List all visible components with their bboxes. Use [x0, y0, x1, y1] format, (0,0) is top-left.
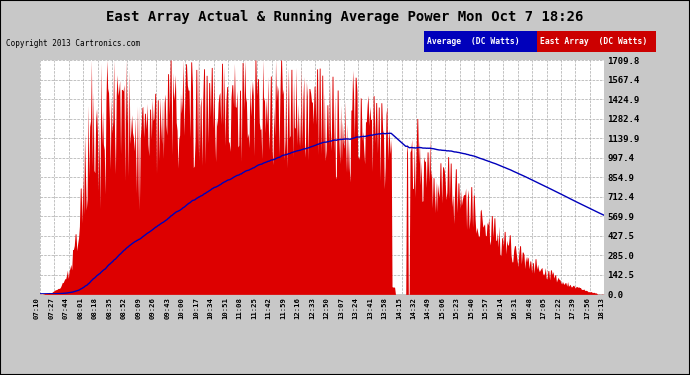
Text: 15:40: 15:40: [469, 297, 474, 319]
Text: 11:59: 11:59: [280, 297, 286, 319]
Text: 17:39: 17:39: [569, 297, 575, 319]
Text: 11:25: 11:25: [251, 297, 257, 319]
Text: 13:07: 13:07: [338, 297, 344, 319]
Text: 08:18: 08:18: [92, 297, 98, 319]
Text: 12:33: 12:33: [309, 297, 315, 319]
Text: 15:06: 15:06: [440, 297, 445, 319]
Text: 15:23: 15:23: [454, 297, 460, 319]
Text: 15:57: 15:57: [483, 297, 489, 319]
Text: 11:42: 11:42: [266, 297, 272, 319]
Text: 08:01: 08:01: [77, 297, 83, 319]
Text: 13:41: 13:41: [367, 297, 373, 319]
Text: 12:50: 12:50: [324, 297, 329, 319]
Text: 17:56: 17:56: [584, 297, 590, 319]
Text: 16:14: 16:14: [497, 297, 503, 319]
Text: East Array  (DC Watts): East Array (DC Watts): [540, 37, 647, 46]
Text: 18:13: 18:13: [598, 297, 604, 319]
Text: 08:35: 08:35: [106, 297, 112, 319]
Text: 09:09: 09:09: [135, 297, 141, 319]
Text: 08:52: 08:52: [121, 297, 127, 319]
Text: 07:10: 07:10: [34, 297, 40, 319]
Text: East Array Actual & Running Average Power Mon Oct 7 18:26: East Array Actual & Running Average Powe…: [106, 9, 584, 24]
Text: Average  (DC Watts): Average (DC Watts): [427, 37, 520, 46]
Text: Copyright 2013 Cartronics.com: Copyright 2013 Cartronics.com: [6, 39, 139, 48]
Text: 11:08: 11:08: [237, 297, 243, 319]
Text: 10:51: 10:51: [222, 297, 228, 319]
Text: 07:44: 07:44: [63, 297, 69, 319]
Text: 09:43: 09:43: [164, 297, 170, 319]
Text: 10:17: 10:17: [193, 297, 199, 319]
Text: 13:24: 13:24: [353, 297, 358, 319]
Text: 07:27: 07:27: [48, 297, 55, 319]
Text: 09:26: 09:26: [150, 297, 156, 319]
Text: 16:48: 16:48: [526, 297, 532, 319]
Text: 13:58: 13:58: [382, 297, 387, 319]
Text: 14:32: 14:32: [411, 297, 416, 319]
Text: 17:05: 17:05: [540, 297, 546, 319]
Text: 16:31: 16:31: [511, 297, 518, 319]
Text: 17:22: 17:22: [555, 297, 561, 319]
Text: 12:16: 12:16: [295, 297, 301, 319]
Text: 10:34: 10:34: [208, 297, 214, 319]
Text: 14:49: 14:49: [425, 297, 431, 319]
Text: 10:00: 10:00: [179, 297, 185, 319]
Text: 14:15: 14:15: [396, 297, 402, 319]
